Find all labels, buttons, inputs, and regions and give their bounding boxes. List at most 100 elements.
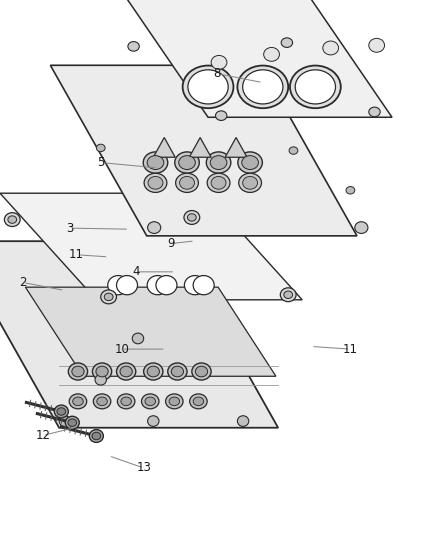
Ellipse shape <box>89 430 103 442</box>
Ellipse shape <box>147 366 159 377</box>
Ellipse shape <box>280 288 296 302</box>
Ellipse shape <box>147 276 168 295</box>
Ellipse shape <box>4 213 20 227</box>
Ellipse shape <box>92 432 101 440</box>
Ellipse shape <box>210 156 227 169</box>
Ellipse shape <box>68 419 77 426</box>
Ellipse shape <box>211 176 226 189</box>
Ellipse shape <box>180 176 194 189</box>
Ellipse shape <box>183 66 233 108</box>
Text: 3: 3 <box>67 222 74 235</box>
Ellipse shape <box>168 363 187 380</box>
Ellipse shape <box>239 173 261 192</box>
Ellipse shape <box>144 173 167 192</box>
Polygon shape <box>0 193 302 300</box>
Text: 11: 11 <box>69 248 84 261</box>
Polygon shape <box>25 287 276 376</box>
Ellipse shape <box>96 144 105 151</box>
Text: 13: 13 <box>136 462 151 474</box>
Polygon shape <box>225 138 247 157</box>
Ellipse shape <box>192 363 211 380</box>
Ellipse shape <box>148 416 159 426</box>
Ellipse shape <box>290 66 341 108</box>
Ellipse shape <box>179 156 195 169</box>
Ellipse shape <box>8 216 17 223</box>
Ellipse shape <box>193 276 214 295</box>
Ellipse shape <box>211 55 227 69</box>
Text: 12: 12 <box>35 429 50 442</box>
Ellipse shape <box>237 416 249 426</box>
Ellipse shape <box>148 222 161 233</box>
Ellipse shape <box>101 290 117 304</box>
Ellipse shape <box>169 397 180 406</box>
Ellipse shape <box>156 276 177 295</box>
Ellipse shape <box>188 70 228 104</box>
Ellipse shape <box>176 173 198 192</box>
Ellipse shape <box>96 366 108 377</box>
Ellipse shape <box>97 397 107 406</box>
Ellipse shape <box>145 397 155 406</box>
Ellipse shape <box>120 366 132 377</box>
Ellipse shape <box>132 333 144 344</box>
Ellipse shape <box>243 176 258 189</box>
Text: 2: 2 <box>19 276 27 289</box>
Ellipse shape <box>147 156 164 169</box>
Ellipse shape <box>54 405 68 418</box>
Ellipse shape <box>117 394 135 409</box>
Text: 4: 4 <box>132 265 140 278</box>
Ellipse shape <box>68 363 88 380</box>
Ellipse shape <box>148 176 163 189</box>
Ellipse shape <box>153 180 162 188</box>
Polygon shape <box>120 0 392 117</box>
Ellipse shape <box>166 394 183 409</box>
Ellipse shape <box>117 276 138 295</box>
Ellipse shape <box>242 156 258 169</box>
Polygon shape <box>153 138 175 157</box>
Text: 5: 5 <box>97 156 104 169</box>
Ellipse shape <box>215 111 227 120</box>
Ellipse shape <box>195 366 208 377</box>
Ellipse shape <box>69 394 87 409</box>
Ellipse shape <box>369 107 380 117</box>
Ellipse shape <box>193 397 204 406</box>
Ellipse shape <box>238 152 262 173</box>
Ellipse shape <box>281 38 293 47</box>
Text: 9: 9 <box>167 237 175 250</box>
Polygon shape <box>0 241 278 427</box>
Ellipse shape <box>117 363 136 380</box>
Ellipse shape <box>190 394 207 409</box>
Ellipse shape <box>141 394 159 409</box>
Ellipse shape <box>92 363 112 380</box>
Ellipse shape <box>171 366 184 377</box>
Ellipse shape <box>243 70 283 104</box>
Ellipse shape <box>207 173 230 192</box>
Ellipse shape <box>95 374 106 385</box>
Ellipse shape <box>323 41 339 55</box>
Ellipse shape <box>206 152 231 173</box>
Ellipse shape <box>295 70 336 104</box>
Ellipse shape <box>237 66 288 108</box>
Ellipse shape <box>128 42 139 51</box>
Polygon shape <box>50 65 357 236</box>
Ellipse shape <box>121 397 131 406</box>
Text: 10: 10 <box>114 343 129 356</box>
Ellipse shape <box>65 416 79 429</box>
Ellipse shape <box>187 214 196 221</box>
Ellipse shape <box>104 293 113 301</box>
Ellipse shape <box>175 152 199 173</box>
Ellipse shape <box>72 366 84 377</box>
Ellipse shape <box>108 276 129 295</box>
Ellipse shape <box>73 397 83 406</box>
Ellipse shape <box>143 152 168 173</box>
Ellipse shape <box>184 276 205 295</box>
Ellipse shape <box>144 363 163 380</box>
Ellipse shape <box>57 408 66 415</box>
Ellipse shape <box>184 211 200 224</box>
Ellipse shape <box>264 47 279 61</box>
Ellipse shape <box>355 222 368 233</box>
Text: 8: 8 <box>213 67 220 80</box>
Ellipse shape <box>93 394 111 409</box>
Polygon shape <box>189 138 211 157</box>
Ellipse shape <box>284 291 293 298</box>
Ellipse shape <box>59 416 71 426</box>
